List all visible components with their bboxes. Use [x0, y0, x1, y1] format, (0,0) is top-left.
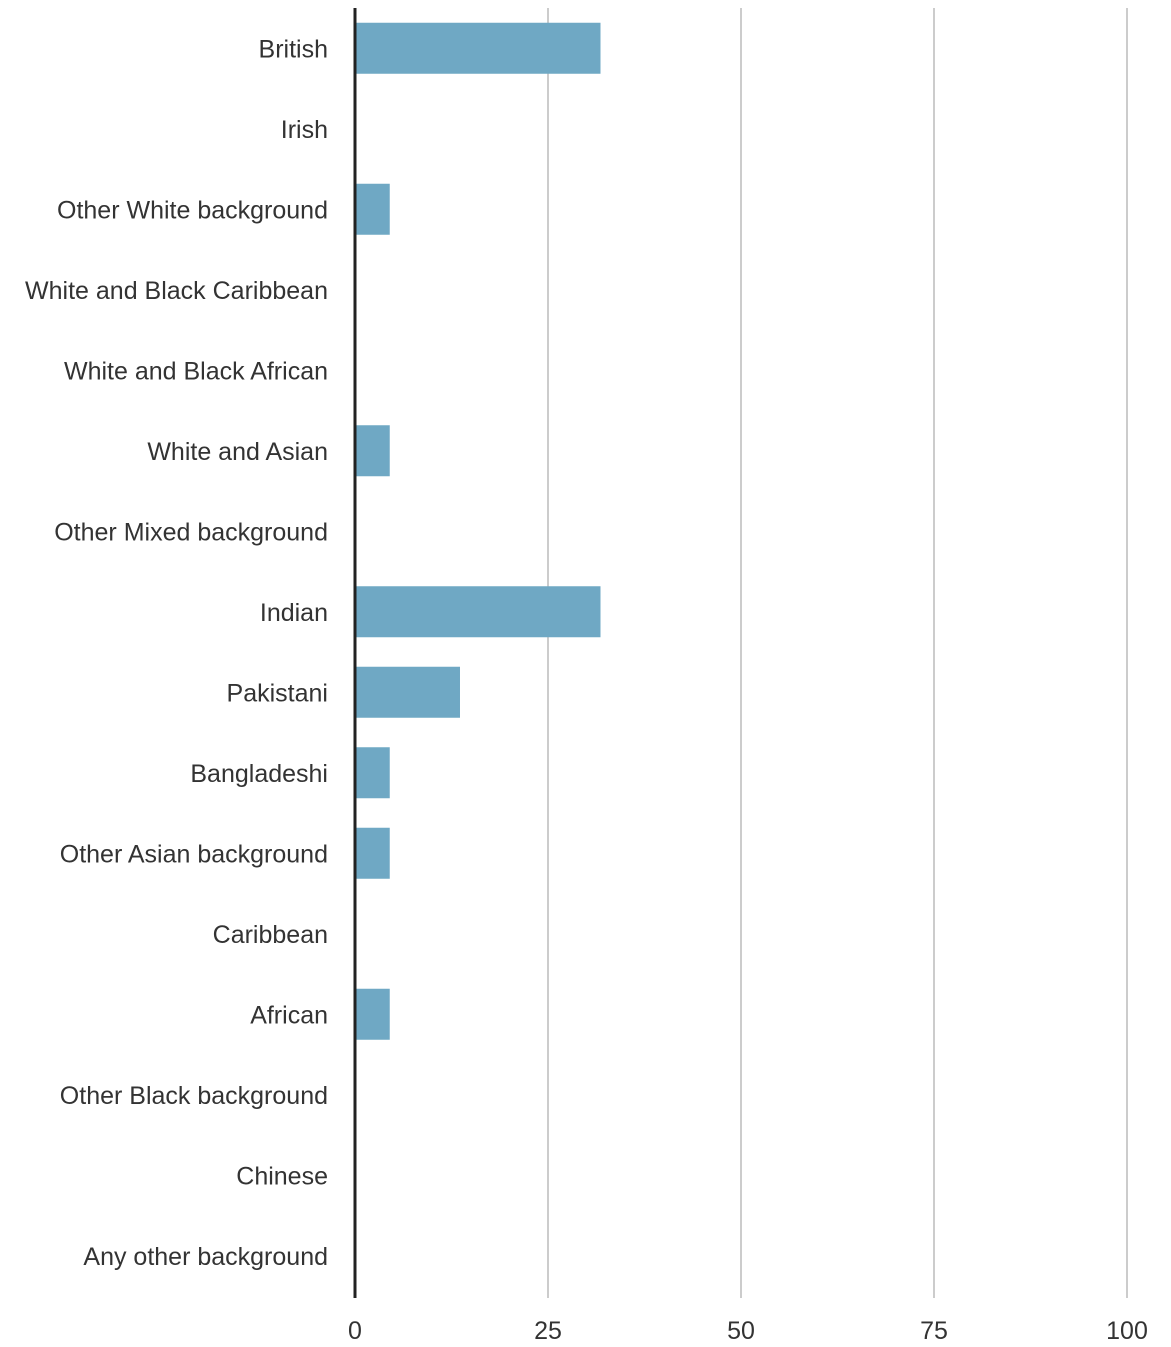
bar	[355, 425, 390, 477]
bar	[355, 988, 390, 1040]
category-label: African	[250, 1001, 328, 1029]
category-label: Pakistani	[227, 679, 328, 707]
x-tick-label: 100	[1106, 1317, 1148, 1345]
x-tick-label: 0	[348, 1317, 362, 1345]
tick-labels: 0 25 50 75 100	[348, 1317, 1148, 1345]
category-label: Chinese	[236, 1162, 328, 1190]
category-label: Caribbean	[213, 921, 328, 949]
category-label: Indian	[260, 599, 328, 627]
category-label: White and Black Caribbean	[25, 277, 328, 305]
category-label: Other Asian background	[60, 840, 328, 868]
category-label: British	[259, 35, 328, 63]
bar	[355, 747, 390, 799]
category-label: Other White background	[57, 196, 328, 224]
category-label: White and Black African	[64, 357, 328, 385]
bar	[355, 183, 390, 235]
bar	[355, 22, 601, 74]
category-labels: British Irish Other White background White …	[25, 35, 328, 1271]
x-tick-label: 25	[534, 1317, 562, 1345]
gridlines	[547, 8, 1128, 1298]
bar	[355, 586, 601, 638]
x-tick-label: 75	[920, 1317, 948, 1345]
x-tick-label: 50	[727, 1317, 755, 1345]
category-label: Other Black background	[60, 1082, 328, 1110]
bar	[355, 666, 460, 718]
category-label: White and Asian	[147, 438, 328, 466]
category-label: Bangladeshi	[190, 760, 328, 788]
bars	[355, 22, 601, 1040]
category-label: Any other background	[83, 1243, 328, 1271]
category-label: Irish	[281, 116, 328, 144]
bar	[355, 827, 390, 879]
category-label: Other Mixed background	[54, 518, 328, 546]
